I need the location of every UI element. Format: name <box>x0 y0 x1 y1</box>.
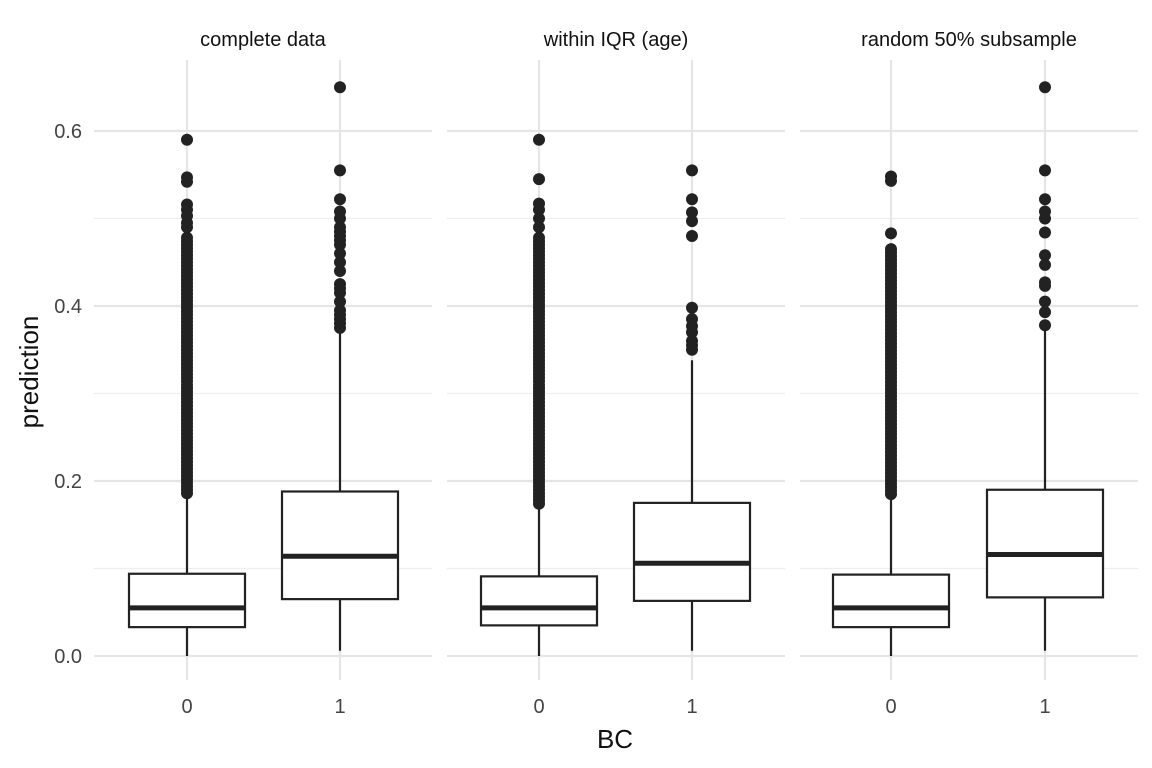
outlier-point <box>334 247 346 260</box>
facet-label: complete data <box>200 29 327 51</box>
facet-label: within IQR (age) <box>543 29 689 51</box>
outlier-point <box>334 256 346 269</box>
outlier-point <box>334 295 346 308</box>
outlier-point <box>533 197 545 210</box>
y-axis-title: prediction <box>14 316 44 429</box>
x-tick-label: 1 <box>1039 696 1050 718</box>
x-tick-label: 1 <box>334 696 345 718</box>
outlier-point <box>885 170 897 183</box>
outlier-point <box>1039 276 1051 289</box>
outlier-point <box>1039 319 1051 332</box>
outlier-point <box>686 164 698 177</box>
outlier-point <box>686 206 698 219</box>
y-tick-label: 0.4 <box>54 296 82 318</box>
x-tick-label: 0 <box>885 696 896 718</box>
x-axis-title: BC <box>597 724 633 754</box>
outlier-point <box>181 133 193 146</box>
outlier-point <box>533 231 545 244</box>
outlier-point <box>1039 295 1051 308</box>
outlier-point <box>686 230 698 242</box>
x-tick-label: 0 <box>533 696 544 718</box>
iqr-box <box>985 488 1105 599</box>
outlier-point <box>334 304 346 317</box>
y-tick-label: 0.6 <box>54 121 82 143</box>
y-tick-label: 0.2 <box>54 471 82 493</box>
outlier-point <box>1039 164 1051 177</box>
marks-layer <box>127 81 1105 656</box>
outlier-point <box>533 221 545 234</box>
outlier-point <box>1039 205 1051 218</box>
outlier-point <box>885 227 897 240</box>
facet-label: random 50% subsample <box>861 29 1077 51</box>
outlier-point <box>334 221 346 234</box>
outlier-point <box>334 205 346 218</box>
outlier-point <box>533 133 545 146</box>
outlier-point <box>686 335 698 347</box>
outlier-point <box>334 81 346 94</box>
outlier-point <box>334 265 346 277</box>
outlier-point <box>1039 249 1051 262</box>
grid-layer <box>94 60 1138 680</box>
iqr-box <box>280 490 400 601</box>
iqr-box <box>632 501 752 602</box>
outlier-point <box>334 164 346 177</box>
outlier-point <box>686 215 698 228</box>
outlier-point <box>1039 226 1051 239</box>
outlier-point <box>334 278 346 291</box>
outlier-point <box>1039 81 1051 94</box>
outlier-point <box>533 173 545 186</box>
outlier-point <box>181 171 193 184</box>
outlier-point <box>1039 306 1051 319</box>
x-tick-label: 1 <box>686 696 697 718</box>
outlier-point <box>686 193 698 206</box>
iqr-box <box>479 575 599 627</box>
outlier-point <box>334 193 346 206</box>
outlier-point <box>686 313 698 326</box>
outlier-point <box>533 212 545 225</box>
outlier-point <box>181 231 193 244</box>
iqr-box <box>831 573 951 629</box>
outlier-point <box>1039 193 1051 206</box>
labels-layer: 0.0 0.2 0.4 0.6 complete data 0 1 within IQR (a… <box>54 29 1077 718</box>
outlier-point <box>1039 258 1051 271</box>
outlier-point <box>885 243 897 256</box>
iqr-box <box>127 572 247 629</box>
outlier-point <box>181 198 193 211</box>
y-tick-label: 0.0 <box>54 646 82 668</box>
outlier-point <box>686 301 698 314</box>
x-tick-label: 0 <box>181 696 192 718</box>
